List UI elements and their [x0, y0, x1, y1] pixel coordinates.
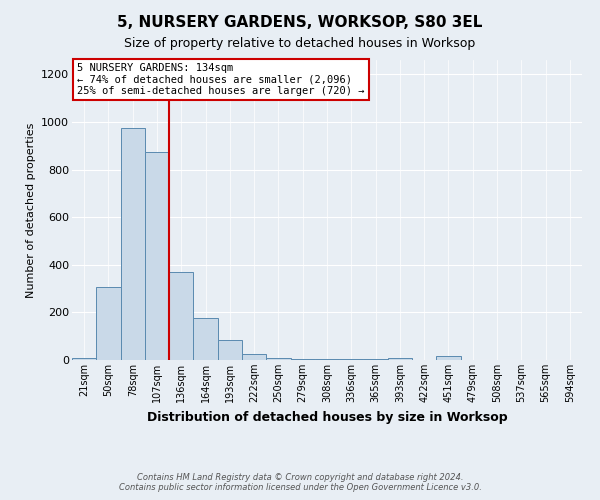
Bar	[193, 318, 218, 360]
Bar	[121, 128, 145, 360]
Bar	[364, 359, 388, 360]
Bar	[72, 358, 96, 360]
Bar	[169, 272, 193, 360]
Text: 5 NURSERY GARDENS: 134sqm
← 74% of detached houses are smaller (2,096)
25% of se: 5 NURSERY GARDENS: 134sqm ← 74% of detac…	[77, 63, 365, 96]
Text: Size of property relative to detached houses in Worksop: Size of property relative to detached ho…	[124, 38, 476, 51]
Bar	[96, 288, 121, 360]
Bar	[266, 358, 290, 360]
Y-axis label: Number of detached properties: Number of detached properties	[26, 122, 35, 298]
Bar	[436, 356, 461, 360]
Bar	[218, 340, 242, 360]
Bar	[290, 359, 315, 360]
Text: Contains HM Land Registry data © Crown copyright and database right 2024.
Contai: Contains HM Land Registry data © Crown c…	[119, 473, 481, 492]
Bar	[388, 358, 412, 360]
Bar	[339, 359, 364, 360]
X-axis label: Distribution of detached houses by size in Worksop: Distribution of detached houses by size …	[146, 410, 508, 424]
Bar	[145, 152, 169, 360]
Bar	[315, 359, 339, 360]
Text: 5, NURSERY GARDENS, WORKSOP, S80 3EL: 5, NURSERY GARDENS, WORKSOP, S80 3EL	[118, 15, 482, 30]
Bar	[242, 354, 266, 360]
